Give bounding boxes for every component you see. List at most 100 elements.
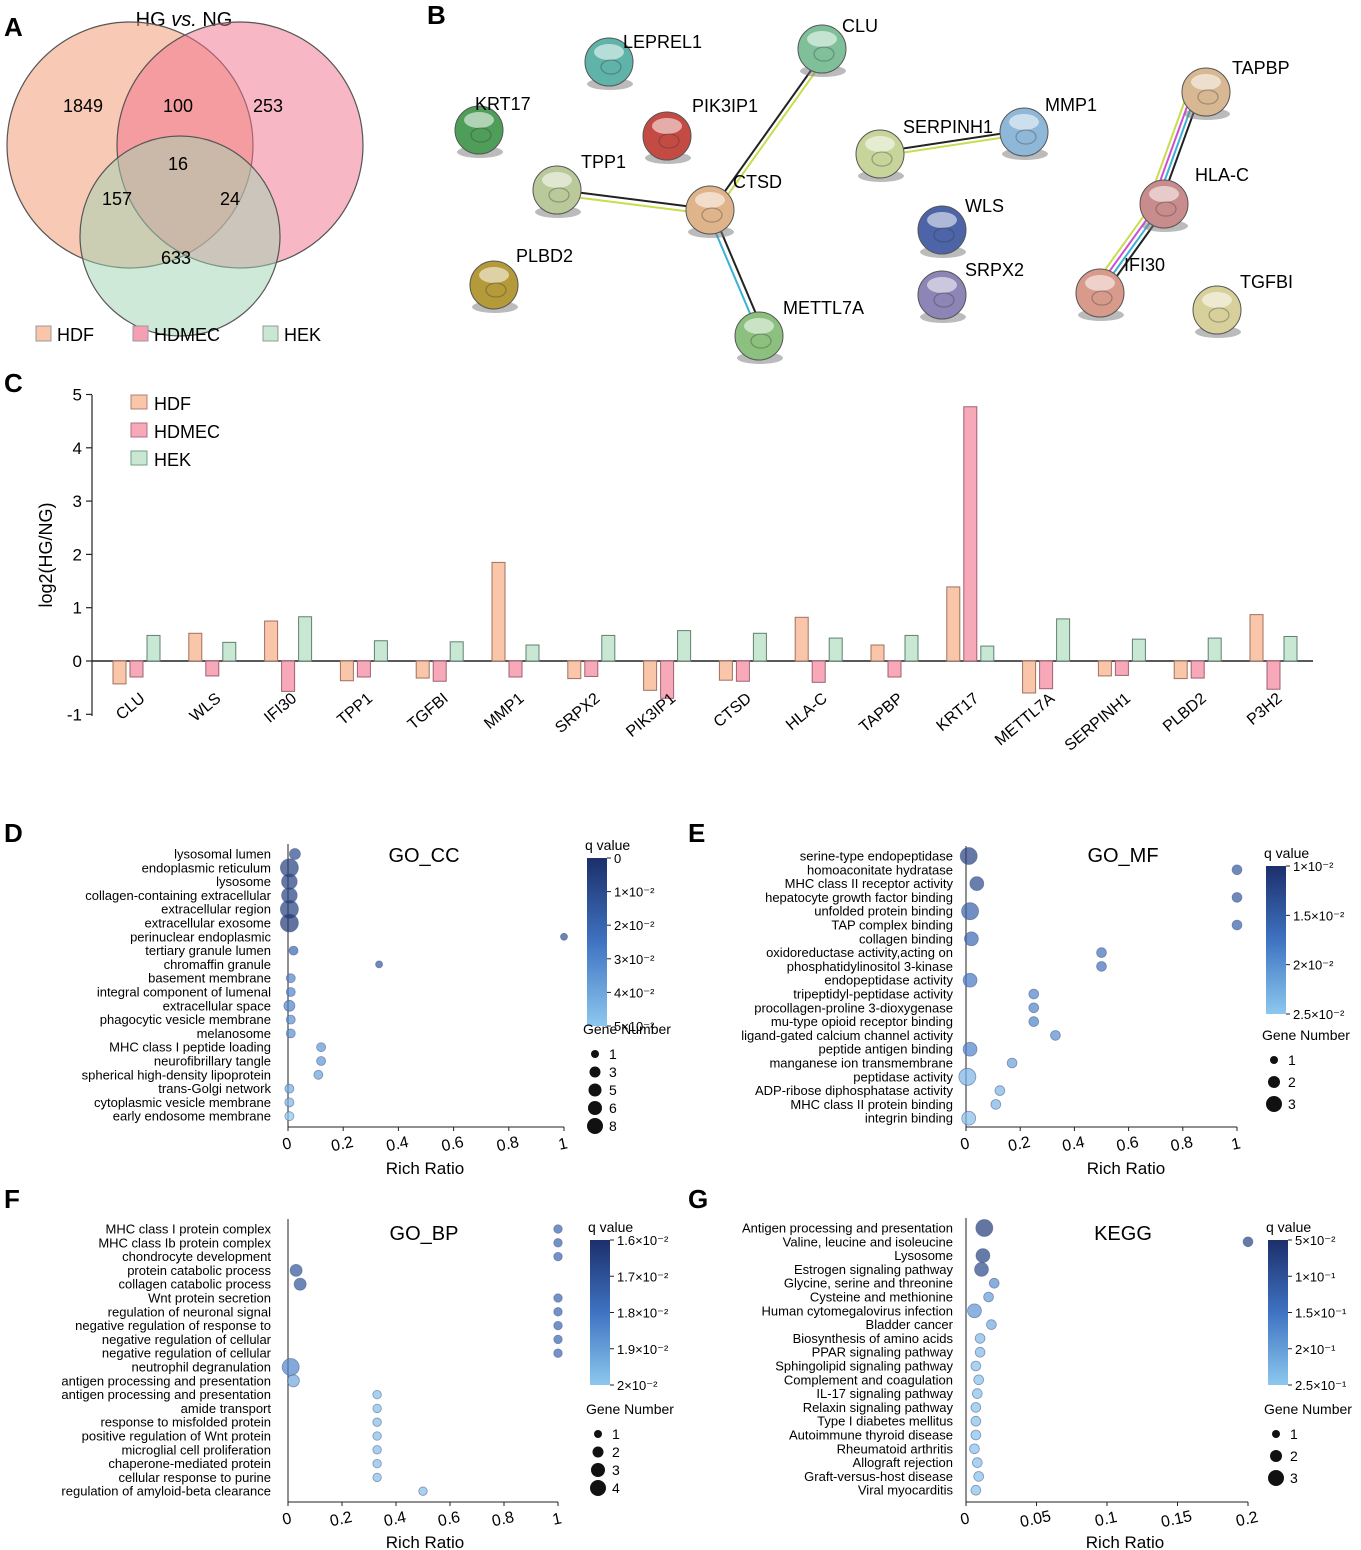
qvalue-tick-label: 3×10⁻² (614, 952, 655, 967)
term-label-antigen-processing-and-presentation: antigen processing and presentation (61, 1373, 271, 1388)
bubble-xlabel-e: Rich Ratio (1087, 1159, 1165, 1178)
edge-ctsd-clu-alt (716, 56, 827, 211)
bar-xtick-tgfbi: TGFBI (405, 690, 452, 733)
term-label-allograft-rejection: Allograft rejection (853, 1455, 953, 1470)
node-label-tgfbi: TGFBI (1240, 272, 1293, 292)
term-label-neurofibrillary-tangle: neurofibrillary tangle (154, 1054, 271, 1069)
gene-number-label: 3 (1288, 1096, 1296, 1112)
bar-serpinh1-hek (1131, 638, 1146, 662)
bubble-melanosome (285, 1028, 296, 1039)
bubble-tap-complex-binding (1231, 919, 1243, 931)
qvalue-tick-label: 2×10⁻² (1293, 958, 1334, 973)
bar-mettl7a-hek (1056, 618, 1071, 662)
term-label-tap-complex-binding: TAP complex binding (831, 918, 953, 933)
node-tgfbi[interactable]: TGFBI (1192, 272, 1293, 338)
panel-label-d: D (4, 818, 23, 848)
qvalue-legend-title: q value (588, 1219, 633, 1235)
bubble-basement-membrane (285, 973, 296, 984)
bubble-positive-regulation-of-wnt-protein (372, 1431, 382, 1441)
term-label-complement-and-coagulation: Complement and coagulation (784, 1372, 953, 1387)
bar-legend-hek: HEK (154, 450, 191, 470)
qvalue-colorbar (1268, 1240, 1288, 1385)
node-ifi30[interactable]: IFI30 (1075, 255, 1165, 321)
bar-tpp1-hdf (339, 660, 354, 682)
bubble-microglial-cell-proliferation (372, 1445, 382, 1455)
bubble-peptide-antigen-binding (962, 1041, 978, 1057)
node-krt17[interactable]: KRT17 (454, 94, 531, 158)
node-pik3ip1[interactable]: PIK3IP1 (642, 96, 758, 164)
term-label-estrogen-signaling-pathway: Estrogen signaling pathway (794, 1262, 953, 1277)
bar-mettl7a-hdf (1022, 660, 1037, 694)
bar-clu-hdmec (129, 660, 144, 678)
bubble-regulation-of-amyloid-beta-clearance (418, 1486, 428, 1496)
bubble-collagen-binding (964, 931, 979, 947)
node-hla-c[interactable]: HLA-C (1139, 165, 1249, 232)
qvalue-tick-label: 2×10⁻² (614, 918, 655, 933)
bar-legend-hdf: HDF (154, 394, 191, 414)
bar-tgfbi-hek (449, 641, 464, 662)
bubble-xtick-label: 0.2 (330, 1134, 355, 1155)
node-tapbp[interactable]: TAPBP (1181, 58, 1290, 120)
bubble-manganese-ion-transmembrane (1006, 1057, 1018, 1069)
node-mmp1[interactable]: MMP1 (999, 95, 1097, 160)
gene-number-dot (588, 1101, 602, 1115)
term-label-regulation-of-neuronal-signal: regulation of neuronal signal (108, 1304, 271, 1319)
term-label-peptidase-activity: peptidase activity (853, 1069, 953, 1084)
bar-krt17-hek (980, 645, 995, 662)
bubble-chromaffin-granule (375, 960, 383, 969)
node-srpx2[interactable]: SRPX2 (917, 260, 1024, 323)
node-ctsd[interactable]: CTSD (685, 172, 782, 238)
term-label-valine-leucine-and-isoleucine: Valine, leucine and isoleucine (783, 1234, 953, 1249)
gene-number-label: 1 (612, 1426, 620, 1442)
qvalue-tick-label: 1×10⁻¹ (1295, 1269, 1336, 1284)
bar-xtick-tapbp: TAPBP (856, 690, 906, 736)
bar-xtick-krt17: KRT17 (934, 690, 983, 735)
term-label-integral-component-of-lumenal: integral component of lumenal (97, 985, 271, 1000)
node-clu[interactable]: CLU (797, 16, 878, 77)
bubble-cysteine-and-methionine (983, 1291, 994, 1303)
node-label-pik3ip1: PIK3IP1 (692, 96, 758, 116)
bubble-negative-regulation-of-cellular (553, 1334, 563, 1345)
gene-number-legend-title: Gene Number (586, 1401, 674, 1417)
qvalue-tick-label: 2.5×10⁻¹ (1295, 1378, 1347, 1393)
term-label-antigen-processing-and-presentation: antigen processing and presentation (61, 1387, 271, 1402)
bubble-title-e: GO_MF (1087, 845, 1158, 867)
term-label-mhc-class-ii-protein-binding: MHC class II protein binding (790, 1097, 953, 1112)
panel-e: E GO_MF 0 0.2 0.4 0.6 0.8 1 Rich Ratio serine-typ… (688, 818, 1350, 1178)
term-label-chondrocyte-development: chondrocyte development (122, 1249, 271, 1264)
node-label-ctsd: CTSD (733, 172, 782, 192)
bar-srpx2-hek (601, 634, 616, 662)
bubble-perinuclear-endoplasmic (560, 932, 568, 941)
panel-b: B LEPREL1 CLU KRT17 PIK3IP1 TPP1 CTSD PLBD2 MET… (427, 0, 1293, 364)
gene-number-label: 2 (1288, 1074, 1296, 1090)
gene-number-dot (591, 1050, 599, 1058)
bubble-mu-type-opioid-receptor-binding (1028, 1016, 1040, 1027)
bubble-xlabel-g: Rich Ratio (1086, 1533, 1164, 1550)
qvalue-tick-label: 2×10⁻¹ (1295, 1342, 1336, 1357)
bar-p3h2-hdf (1249, 614, 1264, 662)
qvalue-legend-title: q value (585, 837, 630, 853)
term-label-human-cytomegalovirus-infection: Human cytomegalovirus infection (762, 1303, 953, 1318)
bar-tapbp-hek (904, 634, 919, 662)
node-leprel1[interactable]: LEPREL1 (584, 32, 702, 90)
term-label-collagen-catabolic-process: collagen catabolic process (119, 1277, 272, 1292)
node-label-serpinh1: SERPINH1 (903, 117, 993, 137)
node-mettl7a[interactable]: METTL7A (734, 298, 864, 364)
bar-wls-hdf (188, 632, 203, 662)
bubble-sphingolipid-signaling-pathway (970, 1360, 982, 1372)
node-wls[interactable]: WLS (917, 196, 1004, 258)
term-label-collagen-binding: collagen binding (859, 931, 953, 946)
panel-c: C log2(HG/NG) 5 4 3 2 1 0 -1 CLU WLS IFI30 TPP1 TG… (4, 368, 1313, 755)
bubble-xtick-label: 0.4 (385, 1134, 410, 1155)
term-label-lysosome: Lysosome (894, 1248, 953, 1263)
term-label-regulation-of-amyloid-beta-clearance: regulation of amyloid-beta clearance (61, 1484, 271, 1499)
term-label-biosynthesis-of-amino-acids: Biosynthesis of amino acids (793, 1331, 954, 1346)
bubble-biosynthesis-of-amino-acids (974, 1333, 986, 1344)
term-label-procollagen-proline-3-dioxygenase: procollagen-proline 3-dioxygenase (754, 1000, 953, 1015)
node-plbd2[interactable]: PLBD2 (469, 246, 573, 313)
node-tpp1[interactable]: TPP1 (532, 152, 626, 218)
node-serpinh1[interactable]: SERPINH1 (855, 117, 993, 182)
term-label-wnt-protein-secretion: Wnt protein secretion (148, 1291, 271, 1306)
bubble-xtick-label: 0.6 (1115, 1134, 1140, 1155)
bubble-trans-golgi-network (284, 1083, 295, 1094)
